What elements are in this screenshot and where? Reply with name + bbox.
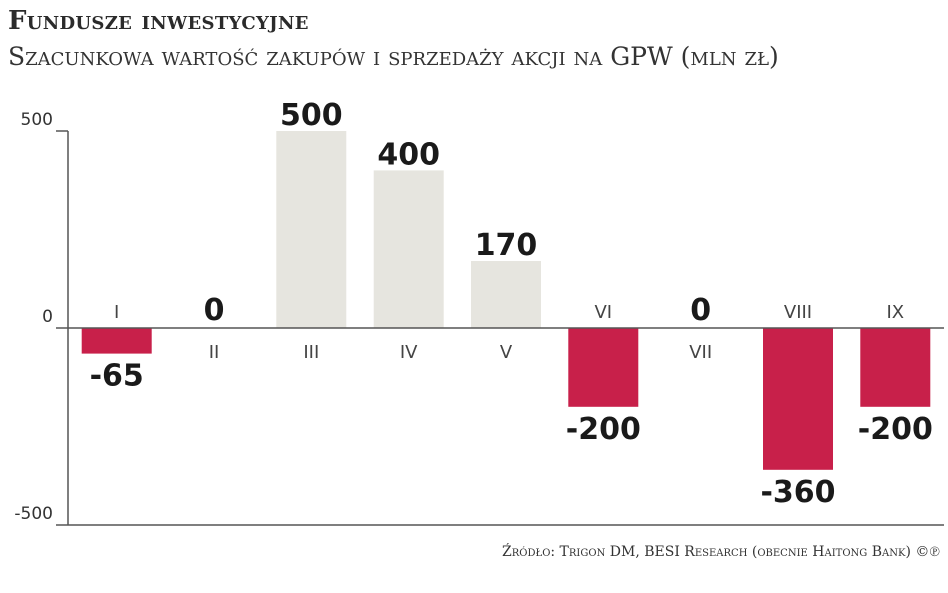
data-label: 0 xyxy=(204,293,225,328)
bar xyxy=(860,328,931,407)
category-label: VI xyxy=(594,302,612,323)
bar xyxy=(373,170,444,328)
data-label: 0 xyxy=(690,293,711,328)
bar xyxy=(568,328,639,407)
category-label: V xyxy=(500,342,513,363)
chart-subtitle: Szacunkowa wartość zakupów i sprzedaży a… xyxy=(8,42,779,71)
category-label: I xyxy=(114,302,119,323)
category-label: VII xyxy=(689,342,712,363)
data-label: 170 xyxy=(475,228,538,263)
bar xyxy=(81,328,152,354)
data-label: -200 xyxy=(858,412,933,447)
bar xyxy=(276,131,347,328)
data-label: -65 xyxy=(90,359,144,394)
y-tick-label: 500 xyxy=(21,110,53,130)
data-label: 500 xyxy=(280,98,343,133)
category-label: IV xyxy=(400,342,418,363)
category-label: IX xyxy=(886,302,904,323)
category-label: VIII xyxy=(784,302,812,323)
chart-title: Fundusze inwestycyjne xyxy=(8,6,309,36)
data-label: -200 xyxy=(566,412,641,447)
bar xyxy=(763,328,833,470)
category-label: III xyxy=(303,342,319,363)
data-label: 400 xyxy=(377,137,440,172)
data-label: -360 xyxy=(760,475,835,510)
y-tick-label: 0 xyxy=(42,307,53,327)
bar xyxy=(471,261,541,328)
source-note: Źródło: Trigon DM, BESI Research (obecni… xyxy=(502,544,940,560)
y-tick-label: -500 xyxy=(14,504,53,524)
category-label: II xyxy=(209,342,220,363)
